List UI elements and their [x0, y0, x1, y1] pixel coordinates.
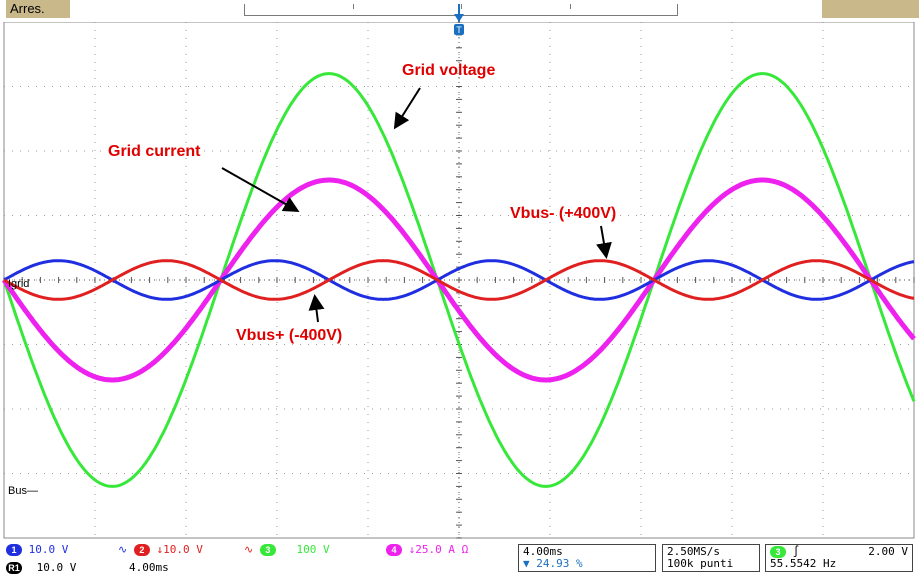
- trigger-small-icon: ▼: [523, 557, 530, 570]
- annotation-vbus-plus: Vbus+ (-400V): [236, 327, 343, 344]
- sample-rate: 2.50MS/s: [667, 545, 720, 558]
- svg-text:T: T: [456, 25, 462, 35]
- ch3-badge: 3: [259, 544, 276, 556]
- ch2-readout[interactable]: ∿ 2 ↓10.0 V: [118, 544, 203, 556]
- ch1-badge: 1: [6, 544, 22, 556]
- ch4-badge: 4: [386, 544, 402, 556]
- arrow-grid-voltage: [393, 87, 421, 130]
- trigger-position-icon[interactable]: T: [453, 4, 465, 36]
- ch4-scale: ↓25.0 A Ω: [408, 543, 469, 556]
- trigger-box[interactable]: 3 ∫ 2.00 V 55.5542 Hz: [765, 544, 913, 572]
- arrow-vbus-plus: [308, 294, 325, 323]
- trigger-position-value: 24.93 %: [536, 557, 583, 570]
- ch3-coupling-icon: ∿: [244, 543, 254, 556]
- trigger-slope-icon: ∫: [792, 545, 800, 558]
- annotation-arrows: [221, 87, 612, 323]
- ch1-readout[interactable]: 1 10.0 V: [6, 544, 68, 556]
- top-right-indicator: [822, 0, 919, 18]
- ref1-time: 4.00ms: [129, 561, 169, 574]
- arrow-vbus-minus: [596, 225, 612, 259]
- ref1-badge: R1: [6, 562, 22, 574]
- waveform-ch3: [2, 72, 916, 488]
- acquisition-box[interactable]: 2.50MS/s 100k punti: [662, 544, 760, 572]
- acquisition-status: Arres.: [6, 0, 70, 18]
- annotation-grid-voltage: Grid voltage: [402, 62, 496, 79]
- trigger-position-readout: ▼ 24.93 %: [523, 558, 651, 570]
- ch2-badge: 2: [133, 544, 150, 556]
- ref1-readout[interactable]: R1 10.0 V 4.00ms: [6, 562, 169, 574]
- oscilloscope-display: [1, 21, 916, 539]
- record-length: 100k punti: [667, 557, 734, 570]
- waveform-plot: [1, 21, 916, 539]
- ch2-scale: ↓10.0 V: [156, 543, 203, 556]
- waveform-ch4: [1, 177, 916, 383]
- trigger-level: 2.00 V: [868, 545, 908, 558]
- channel-label-bus-text: Bus: [8, 485, 27, 497]
- ch4-readout[interactable]: 4 ↓25.0 A Ω: [386, 544, 468, 556]
- arrow-grid-current: [221, 167, 300, 212]
- measurement-footer: 1 10.0 V ∿ 2 ↓10.0 V ∿ 3 100 V 4 ↓25.0 A…: [0, 540, 919, 587]
- annotation-vbus-minus: Vbus- (+400V): [510, 205, 617, 222]
- annotation-grid-current: Grid current: [108, 143, 201, 160]
- timebase-box[interactable]: 4.00ms ▼ 24.93 %: [518, 544, 656, 572]
- channel-label-bus: Bus—: [8, 485, 38, 497]
- ch3-scale: 100 V: [296, 543, 330, 556]
- trigger-frequency: 55.5542 Hz: [770, 557, 837, 570]
- trigger-channel-badge: 3: [770, 546, 786, 558]
- ch3-readout[interactable]: ∿ 3 100 V: [244, 544, 330, 556]
- ref1-scale: 10.0 V: [36, 561, 77, 574]
- channel-label-igrid: Igrid: [8, 278, 30, 290]
- ch1-scale: 10.0 V: [28, 543, 69, 556]
- ch2-coupling-icon: ∿: [118, 543, 128, 556]
- waveform-ch2: [3, 259, 915, 301]
- timebase-value: 4.00ms: [523, 545, 563, 558]
